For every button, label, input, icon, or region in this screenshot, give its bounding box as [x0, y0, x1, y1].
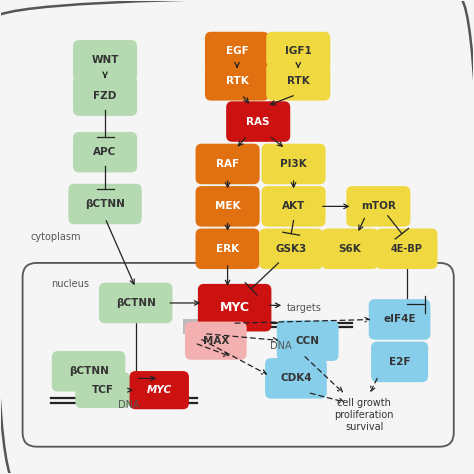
- FancyBboxPatch shape: [266, 32, 330, 70]
- Text: PI3K: PI3K: [280, 159, 307, 169]
- Text: FZD: FZD: [93, 91, 117, 100]
- Text: APC: APC: [93, 147, 117, 157]
- Text: βCTNN: βCTNN: [116, 298, 155, 308]
- Text: AKT: AKT: [282, 201, 305, 211]
- FancyBboxPatch shape: [68, 184, 142, 224]
- Text: EGF: EGF: [226, 46, 248, 56]
- FancyBboxPatch shape: [52, 351, 125, 392]
- Text: S6K: S6K: [339, 244, 362, 254]
- Text: WNT: WNT: [91, 55, 119, 65]
- Text: ERK: ERK: [216, 244, 239, 254]
- FancyBboxPatch shape: [277, 320, 338, 361]
- Text: RAF: RAF: [216, 159, 239, 169]
- Text: survival: survival: [345, 422, 383, 432]
- FancyBboxPatch shape: [259, 228, 323, 269]
- Text: TCF: TCF: [91, 385, 114, 395]
- Text: MYC: MYC: [146, 385, 172, 395]
- Text: E2F: E2F: [389, 357, 410, 367]
- Text: IGF1: IGF1: [285, 46, 311, 56]
- FancyBboxPatch shape: [73, 132, 137, 173]
- FancyBboxPatch shape: [376, 228, 438, 269]
- Text: RTK: RTK: [226, 76, 248, 86]
- FancyBboxPatch shape: [266, 63, 330, 100]
- FancyBboxPatch shape: [185, 321, 246, 360]
- FancyBboxPatch shape: [346, 186, 410, 227]
- Text: RTK: RTK: [287, 76, 310, 86]
- Text: βCTNN: βCTNN: [85, 199, 125, 209]
- FancyBboxPatch shape: [198, 284, 272, 331]
- FancyBboxPatch shape: [262, 144, 326, 184]
- FancyBboxPatch shape: [205, 32, 269, 70]
- FancyBboxPatch shape: [265, 358, 327, 399]
- FancyBboxPatch shape: [129, 371, 189, 409]
- FancyBboxPatch shape: [196, 186, 260, 227]
- Text: βCTNN: βCTNN: [69, 366, 109, 376]
- FancyBboxPatch shape: [99, 283, 173, 323]
- FancyBboxPatch shape: [73, 75, 137, 116]
- Text: CDK4: CDK4: [280, 374, 312, 383]
- Text: cytoplasm: cytoplasm: [30, 232, 81, 242]
- Text: proliferation: proliferation: [335, 410, 394, 420]
- FancyBboxPatch shape: [83, 389, 113, 404]
- Text: MEK: MEK: [215, 201, 240, 211]
- FancyBboxPatch shape: [369, 299, 430, 340]
- FancyBboxPatch shape: [226, 101, 290, 142]
- FancyBboxPatch shape: [183, 319, 211, 334]
- Text: eIF4E: eIF4E: [383, 314, 416, 325]
- Text: 4E-BP: 4E-BP: [391, 244, 423, 254]
- FancyBboxPatch shape: [371, 342, 428, 382]
- FancyBboxPatch shape: [196, 228, 260, 269]
- FancyBboxPatch shape: [196, 144, 260, 184]
- FancyBboxPatch shape: [73, 40, 137, 81]
- FancyBboxPatch shape: [75, 372, 130, 408]
- Text: CCN: CCN: [296, 336, 319, 346]
- Text: RAS: RAS: [246, 117, 270, 127]
- Text: nucleus: nucleus: [51, 279, 89, 289]
- Text: DNA: DNA: [270, 341, 292, 351]
- FancyBboxPatch shape: [205, 63, 269, 100]
- Text: MAX: MAX: [202, 336, 229, 346]
- Text: MYC: MYC: [219, 301, 250, 314]
- FancyBboxPatch shape: [321, 228, 379, 269]
- Text: cell growth: cell growth: [337, 398, 391, 408]
- Text: targets: targets: [286, 303, 321, 313]
- FancyBboxPatch shape: [262, 186, 326, 227]
- Text: DNA: DNA: [118, 400, 139, 410]
- Text: GSK3: GSK3: [275, 244, 307, 254]
- Text: mTOR: mTOR: [361, 201, 396, 211]
